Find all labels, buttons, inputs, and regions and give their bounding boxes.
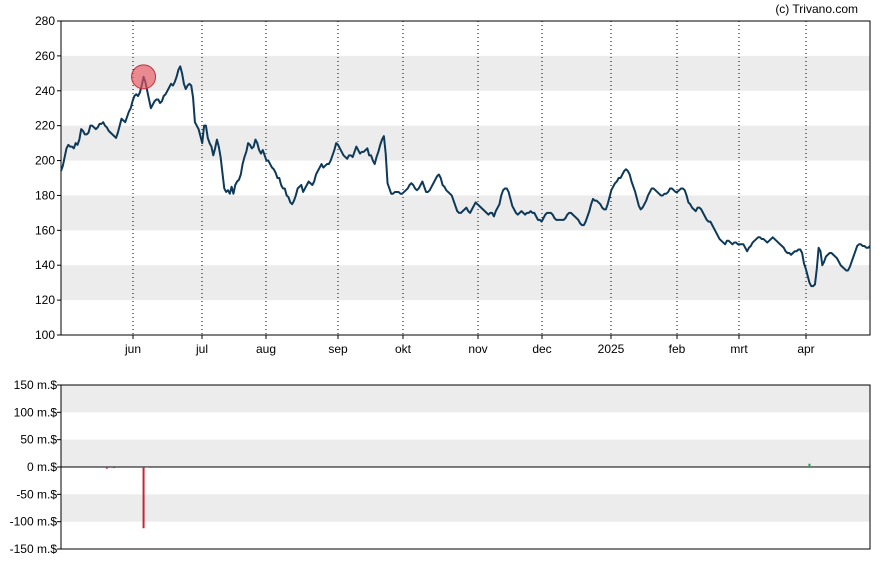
price-grid-band: [61, 55, 870, 91]
price-grid-band: [61, 265, 870, 301]
flow-y-tick-label: 150 m.$: [14, 378, 58, 392]
price-y-tick-label: 200: [35, 154, 55, 168]
price-y-tick-label: 140: [35, 258, 55, 272]
price-x-tick-label: feb: [669, 342, 686, 356]
flow-grid-band: [61, 439, 870, 467]
price-x-tick-label: jun: [124, 342, 141, 356]
flow-y-tick-label: 0 m.$: [27, 460, 57, 474]
price-x-tick-label: aug: [256, 342, 276, 356]
price-y-tick-label: 220: [35, 119, 55, 133]
price-x-tick-label: dec: [532, 342, 551, 356]
credit-label: (c) Trivano.com: [775, 2, 858, 16]
price-x-tick-label: 2025: [598, 342, 625, 356]
flow-grid-band: [61, 494, 870, 522]
price-y-tick-label: 160: [35, 223, 55, 237]
flow-y-tick-label: -150 m.$: [10, 542, 58, 556]
flow-y-tick-label: -50 m.$: [16, 487, 57, 501]
price-plot-frame: [60, 20, 871, 336]
price-y-tick-label: 240: [35, 84, 55, 98]
price-grid-band: [61, 125, 870, 161]
flow-y-tick-label: 50 m.$: [20, 433, 57, 447]
price-x-tick-label: nov: [468, 342, 487, 356]
price-series-line: [60, 65, 871, 288]
price-y-tick-label: 120: [35, 293, 55, 307]
flow-grid-band: [61, 385, 870, 413]
price-x-tick-label: jul: [195, 342, 208, 356]
price-y-tick-label: 260: [35, 49, 55, 63]
price-y-tick-label: 180: [35, 188, 55, 202]
flow-y-tick-label: 100 m.$: [14, 405, 58, 419]
price-x-tick-label: okt: [395, 342, 412, 356]
price-x-tick-label: sep: [328, 342, 348, 356]
flow-y-tick-label: -100 m.$: [10, 515, 58, 529]
price-y-tick-label: 100: [35, 328, 55, 342]
price-x-tick-label: mrt: [730, 342, 748, 356]
price-marker: [131, 64, 157, 90]
price-x-tick-label: apr: [797, 342, 814, 356]
price-grid-band: [61, 195, 870, 231]
price-y-tick-label: 280: [35, 14, 55, 28]
